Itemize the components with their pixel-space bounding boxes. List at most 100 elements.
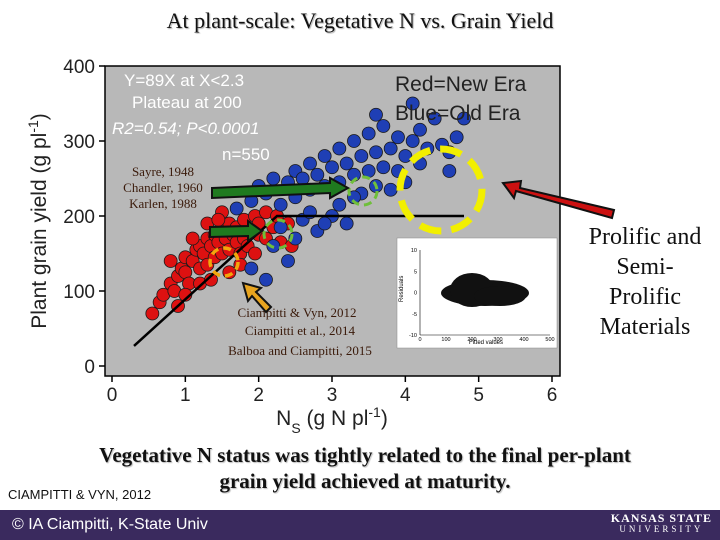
old-era-point — [405, 96, 420, 111]
citation-sayre: Sayre, 1948 — [132, 164, 194, 179]
small-citation: CIAMPITTI & VYN, 2012 — [8, 487, 152, 502]
arrow-orange — [241, 281, 273, 314]
prolific-label-line: Prolific — [609, 284, 681, 310]
kstate-logo: KANSAS STATE UNIVERSITY — [610, 511, 712, 535]
inset-x-tick-label: 100 — [441, 337, 450, 343]
footer-bar: © IA Ciampitti, K-State Univ KANSAS STAT… — [0, 510, 720, 540]
slide-title: At plant-scale: Vegetative N vs. Grain Y… — [166, 8, 554, 33]
old-era-point — [259, 272, 273, 287]
inset-x-tick-label: 400 — [519, 337, 528, 343]
new-era-point — [204, 272, 218, 287]
y-tick-label: 400 — [63, 57, 95, 78]
old-era-point — [369, 145, 383, 160]
x-tick-label: 4 — [400, 385, 411, 406]
old-era-point — [383, 141, 398, 156]
logo-bottom-text: UNIVERSITY — [619, 524, 704, 534]
prolific-label-line: Prolific and — [588, 224, 702, 250]
footer-copyright: © IA Ciampitti, K-State Univ — [12, 516, 208, 533]
prolific-label-line: Materials — [599, 314, 691, 340]
inset-y-tick-label: 5 — [414, 269, 417, 275]
old-era-point — [354, 149, 369, 163]
annotation-blue-era: Blue=Old Era — [395, 102, 521, 125]
old-era-point — [244, 261, 259, 276]
citation-balboa-2015: Balboa and Ciampitti, 2015 — [228, 343, 372, 358]
new-era-point — [163, 254, 178, 268]
old-era-point — [229, 201, 244, 216]
new-era-point — [145, 306, 160, 321]
highlight-circle-prolific — [396, 145, 486, 235]
arrow-green-upper — [211, 176, 351, 200]
arrow-red — [501, 179, 616, 220]
old-era-point — [376, 119, 391, 133]
inset-x-tick-label: 0 — [418, 337, 421, 343]
arrow-green-lower — [209, 219, 264, 243]
citation-ciampitti-2012: Ciampitti & Vyn, 2012 — [238, 305, 357, 320]
new-era-point — [211, 212, 226, 227]
old-era-point — [391, 130, 405, 145]
x-axis: 0 1 2 3 4 5 6 — [107, 376, 558, 406]
old-era-point — [376, 160, 391, 175]
annotation-red-era: Red=New Era — [395, 73, 527, 96]
inset-y-tick-label: 0 — [414, 291, 417, 297]
old-era-point — [273, 197, 288, 212]
fit-line — [133, 214, 464, 347]
conclusion-line-1: Vegetative N status was tightly related … — [99, 443, 631, 467]
y-axis: 0 100 200 300 400 — [63, 57, 105, 378]
highlight-circle-orange — [208, 246, 240, 278]
citation-karlen: Karlen, 1988 — [129, 196, 197, 211]
inset-x-tick-label: 200 — [467, 337, 476, 343]
old-era-point — [383, 182, 398, 197]
old-era-point — [339, 156, 354, 171]
residuals-inset: -10 -5 0 5 10 0 100 200 300 400 500 Residuals Fit… — [396, 237, 558, 349]
old-era-point — [266, 171, 281, 186]
old-era-point — [361, 126, 376, 141]
inset-x-tick-label: 500 — [545, 337, 554, 343]
y-tick-label: 0 — [84, 357, 95, 378]
old-era-point — [317, 216, 332, 231]
old-era-point — [325, 160, 339, 175]
x-tick-label: 1 — [180, 385, 191, 406]
old-era-point — [405, 134, 420, 148]
old-era-point — [369, 107, 383, 122]
highlight-circle-green-old — [347, 175, 379, 207]
inset-y-tick-label: -10 — [409, 333, 417, 339]
inset-ylabel: Residuals — [399, 276, 405, 302]
x-tick-label: 0 — [107, 385, 118, 406]
x-tick-label: 5 — [473, 385, 484, 406]
citation-chandler: Chandler, 1960 — [123, 180, 203, 195]
annotation-equation: Y=89X at X<2.3 — [124, 71, 244, 90]
old-era-point — [303, 156, 317, 171]
x-tick-label: 6 — [547, 385, 558, 406]
prolific-label: Prolific and Semi- Prolific Materials — [572, 222, 718, 342]
inset-xlabel: Fitted values — [469, 340, 503, 346]
old-era-point — [457, 111, 471, 126]
y-tick-label: 200 — [63, 207, 95, 228]
old-era-point — [332, 141, 347, 156]
old-era-point — [449, 130, 464, 145]
old-era-point — [427, 111, 442, 126]
conclusion-line-2: grain yield achieved at maturity. — [219, 469, 511, 493]
y-axis-title: Plant grain yield (g pl-1) — [25, 113, 51, 329]
old-era-point — [310, 167, 325, 182]
old-era-point — [281, 254, 295, 268]
old-era-point — [317, 149, 332, 163]
highlight-circle-green-new — [262, 218, 294, 250]
conclusion-text: Vegetative N status was tightly related … — [20, 442, 710, 494]
old-era-point — [347, 134, 361, 148]
y-tick-label: 100 — [63, 282, 95, 303]
old-era-point — [398, 149, 413, 163]
citation-ciampitti-2014: Ciampitti et al., 2014 — [245, 323, 356, 338]
x-axis-title: NS (g N pl-1) — [276, 404, 388, 436]
old-era-point — [332, 197, 347, 212]
new-era-point — [248, 246, 262, 261]
logo-top-text: KANSAS STATE — [610, 511, 712, 525]
inset-y-tick-label: -5 — [412, 312, 417, 318]
annotation-plateau: Plateau at 200 — [132, 93, 242, 112]
annotation-r2: R2=0.54; P<0.0001 — [112, 119, 259, 138]
new-era-point — [185, 231, 200, 246]
inset-y-tick-label: 10 — [411, 248, 417, 254]
old-era-point — [442, 164, 457, 178]
x-tick-label: 3 — [327, 385, 338, 406]
y-tick-label: 300 — [63, 132, 95, 153]
